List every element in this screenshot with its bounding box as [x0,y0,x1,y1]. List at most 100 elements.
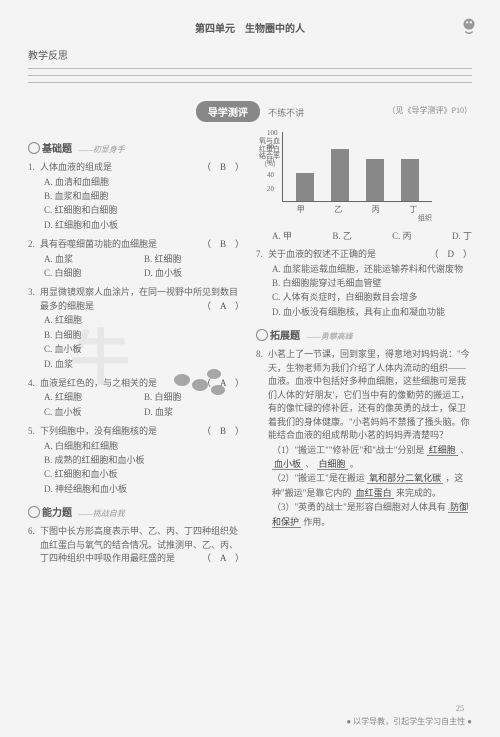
option-c: C. 红细胞和白细胞 [44,203,244,217]
bar [296,173,314,201]
bar [331,149,349,202]
q-stem: 血液是红色的，与之相关的是 （ A ） [40,377,244,391]
q-answer: （ B ） [202,161,244,175]
option-c: C. 血小板 [44,342,244,356]
option-b: B. 白细胞能穿过毛细血管壁 [272,276,472,290]
option-b: B. 红细胞 [144,252,244,266]
blank: 红细胞 [427,445,458,456]
xlabel: 丙 [372,204,380,215]
option-d: D. 神经细胞和血小板 [44,482,244,496]
question-5: 5. 下列细胞中，没有细胞核的是 （ B ） A. 白细胞和红细胞 B. 成熟的… [28,425,244,496]
question-1: 1. 人体血液的组成是 （ B ） A. 血清和血细胞 B. 血浆和血细胞 C.… [28,161,244,232]
q-number: 7. [256,248,268,262]
option-b: B. 乙 [332,229,352,242]
ytick: 100 [267,129,278,137]
blank: 白细胞 [317,459,348,470]
option-d: D. 血小板没有细胞核，具有止血和凝血功能 [272,305,472,319]
option-b: B. 白细胞 [44,328,244,342]
option-c: C. 红细胞和血小板 [44,467,244,481]
option-a: A. 红细胞 [44,390,144,404]
option-d: D. 血浆 [144,405,244,419]
option-a: A. 白细胞和红细胞 [44,439,244,453]
q-number: 5. [28,425,40,439]
page-number: 25 [456,704,464,713]
q-number: 1. [28,161,40,175]
divider [28,82,472,83]
question-7: 7. 关于血液的叙述不正确的是 （ D ） A. 血浆能运载血细胞，还能运输养料… [256,248,472,319]
chart-area: 100 80 60 40 20 [282,132,432,202]
q-number: 8. [256,348,268,443]
q-answer: （ B ） [202,238,244,252]
section-basic-heading: 基础题 ——初显身手 [28,140,244,155]
q-answer: （ D ） [430,248,473,262]
option-d: D. 血浆 [44,357,244,371]
q-stem: 小茗上了一节课，回到家里，得意地对妈妈说："今天，生物老师为我们介绍了人体内流动… [268,348,472,443]
xlabel: 甲 [297,204,305,215]
ytick: 20 [267,185,274,193]
banner-reference: （见《导学测评》P10） [388,105,472,116]
q-answer: （ A ） [202,377,244,391]
assessment-banner: 导学测评 不练不讲 （见《导学测评》P10） [28,101,472,122]
option-a: A. 甲 [272,229,292,242]
section-subtitle: ——挑战自我 [79,509,125,518]
ytick: 60 [267,157,274,165]
option-d: D. 血小板 [144,266,244,280]
banner-subtitle: 不练不讲 [268,108,304,118]
right-column: 氧与血红蛋白结合率（%） 100 80 60 40 20 甲 乙 丙 丁 组织 … [256,132,472,572]
option-c: C. 白细胞 [44,266,144,280]
section-ability-heading: 能力题 ——挑战自我 [28,504,244,519]
q-answer: （ A ） [202,552,244,566]
teaching-reflection-label: 教学反思 [28,47,472,62]
q-number: 3. [28,286,40,313]
section-title: 基础题 [42,144,72,155]
q-options: A. 血清和血细胞 B. 血浆和血细胞 C. 红细胞和白细胞 D. 红细胞和血小… [28,175,244,233]
bar-chart: 氧与血红蛋白结合率（%） 100 80 60 40 20 甲 乙 丙 丁 组织 [282,132,432,223]
q-stem: 用显微镜观察人血涂片，在同一视野中所见到数目最多的细胞是 （ A ） [40,286,244,313]
xlabel: 乙 [334,204,342,215]
q8-part1: （1）"搬运工""修补匠"和"战士"分别是 红细胞 、 血小板 、 白细胞 。 [272,443,472,472]
q-options: A. 白细胞和红细胞 B. 成熟的红细胞和血小板 C. 红细胞和血小板 D. 神… [28,439,244,497]
q-number: 6. [28,525,40,566]
divider [28,68,472,69]
unit-title: 第四单元 生物圈中的人 [28,20,472,35]
q8-subparts: （1）"搬运工""修补匠"和"战士"分别是 红细胞 、 血小板 、 白细胞 。 … [256,443,472,529]
section-subtitle: ——勇攀高峰 [307,332,353,341]
section-subtitle: ——初显身手 [79,145,125,154]
q-answer: （ B ） [202,425,244,439]
ytick: 80 [267,143,274,151]
bar [366,159,384,201]
option-a: A. 血浆 [44,252,144,266]
section-extend-heading: 拓展题 ——勇攀高峰 [256,327,472,342]
option-b: B. 白细胞 [144,390,244,404]
q-stem: 关于血液的叙述不正确的是 （ D ） [268,248,472,262]
blank: 血小板 [272,459,303,470]
option-c: C. 人体有炎症时，白细胞数目会增多 [272,290,472,304]
left-column: 基础题 ——初显身手 1. 人体血液的组成是 （ B ） A. 血清和血细胞 B… [28,132,244,572]
question-6: 6. 下图中长方形高度表示甲、乙、丙、丁四种组织处血红蛋白与氧气的结合情况。试推… [28,525,244,566]
option-a: A. 红细胞 [44,313,244,327]
q-number: 4. [28,377,40,391]
q-options: A. 红细胞 B. 白细胞 C. 血小板 D. 血浆 [28,313,244,371]
q6-options: A. 甲 B. 乙 C. 丙 D. 丁 [256,229,472,242]
q-options: A. 血浆 B. 红细胞 C. 白细胞 D. 血小板 [28,252,244,281]
question-3: 3. 用显微镜观察人血涂片，在同一视野中所见到数目最多的细胞是 （ A ） A.… [28,286,244,371]
q-stem: 人体血液的组成是 （ B ） [40,161,244,175]
section-title: 拓展题 [270,331,300,342]
blank: 氧和部分二氧化碳 [367,473,443,484]
footer-text: ● 以学导教，引起学生学习自主性 ● [346,716,472,727]
question-8: 8. 小茗上了一节课，回到家里，得意地对妈妈说："今天，生物老师为我们介绍了人体… [256,348,472,529]
q-stem: 下图中长方形高度表示甲、乙、丙、丁四种组织处血红蛋白与氧气的结合情况。试推测甲、… [40,525,244,566]
option-d: D. 红细胞和血小板 [44,218,244,232]
banner-title: 导学测评 [196,101,260,122]
q-answer: （ A ） [202,300,244,314]
question-4: 4. 血液是红色的，与之相关的是 （ A ） A. 红细胞 B. 白细胞 C. … [28,377,244,419]
q-number: 2. [28,238,40,252]
bar [401,159,419,201]
xlabel: 丁 [409,204,417,215]
q8-part2: （2）"搬运工"是在搬运 氧和部分二氧化碳 ，这种"搬运"是靠它内的 血红蛋白 … [272,471,472,500]
blank: 血红蛋白 [354,488,394,499]
option-b: B. 成熟的红细胞和血小板 [44,453,244,467]
option-b: B. 血浆和血细胞 [44,189,244,203]
option-a: A. 血清和血细胞 [44,175,244,189]
q8-part3: （3）"英勇的战士"是形容白细胞对人体具有 防御和保护 作用。 [272,500,472,529]
